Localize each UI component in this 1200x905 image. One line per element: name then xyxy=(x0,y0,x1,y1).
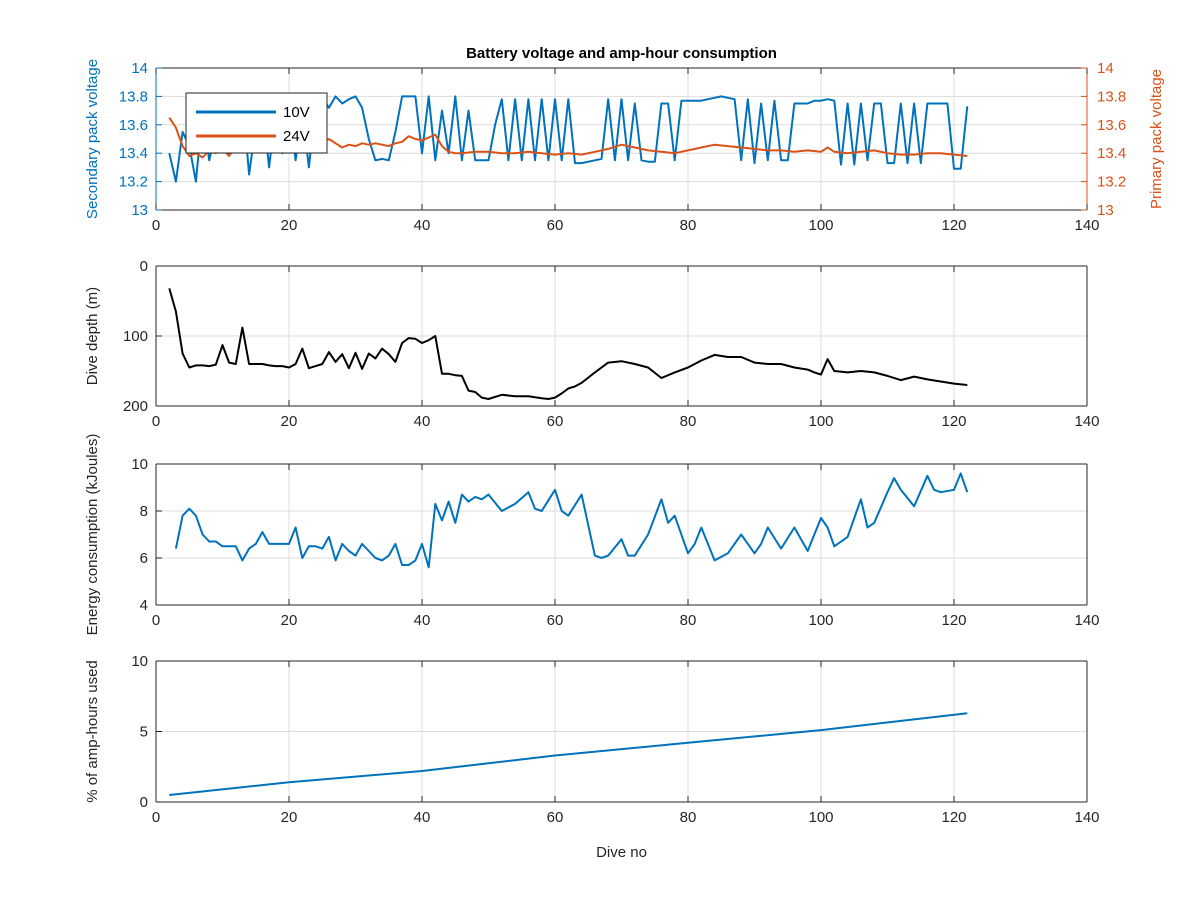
y-tick-label: 0 xyxy=(140,794,148,811)
y2-tick-label: 14 xyxy=(1097,60,1114,77)
y-axis-label: % of amp-hours used xyxy=(84,660,101,803)
y2-tick-label: 13.6 xyxy=(1097,117,1126,134)
x-tick-label: 100 xyxy=(808,217,833,234)
x-tick-label: 60 xyxy=(547,612,564,629)
x-tick-label: 140 xyxy=(1074,413,1099,430)
y-tick-label: 13.8 xyxy=(119,88,148,105)
y-tick-label: 100 xyxy=(123,328,148,345)
x-tick-label: 60 xyxy=(547,217,564,234)
x-tick-label: 120 xyxy=(941,413,966,430)
x-tick-label: 140 xyxy=(1074,217,1099,234)
x-tick-label: 20 xyxy=(281,612,298,629)
y-tick-label: 4 xyxy=(140,597,148,614)
y-tick-label: 13.6 xyxy=(119,117,148,134)
x-tick-label: 20 xyxy=(281,413,298,430)
y2-tick-label: 13 xyxy=(1097,202,1114,219)
x-tick-label: 140 xyxy=(1074,612,1099,629)
x-axis-label: Dive no xyxy=(596,844,647,861)
x-tick-label: 0 xyxy=(152,612,160,629)
legend-label-24v: 24V xyxy=(283,128,310,145)
series-line-3-1 xyxy=(174,472,969,569)
x-tick-label: 80 xyxy=(680,413,697,430)
y-tick-label: 14 xyxy=(131,60,148,77)
y-tick-label: 10 xyxy=(131,653,148,670)
x-tick-label: 0 xyxy=(152,217,160,234)
x-tick-label: 80 xyxy=(680,809,697,826)
plot-area xyxy=(156,464,1087,605)
x-tick-label: 20 xyxy=(281,217,298,234)
x-tick-label: 100 xyxy=(808,612,833,629)
x-tick-label: 120 xyxy=(941,217,966,234)
x-tick-label: 20 xyxy=(281,809,298,826)
legend-box xyxy=(185,92,328,154)
series-line-4-1 xyxy=(169,712,968,796)
y-tick-label: 13.4 xyxy=(119,145,148,162)
panel-3: 0 20 40 60 80 100 120 140 4 6 8 10 Energy consumptio… xyxy=(84,434,1100,636)
x-tick-label: 60 xyxy=(547,809,564,826)
x-tick-label: 100 xyxy=(808,809,833,826)
series-line-2-1 xyxy=(168,288,968,400)
panel-1: 0 20 40 60 80 100 120 1401313.213.413.613.81413… xyxy=(84,45,1165,234)
x-tick-label: 40 xyxy=(414,413,431,430)
y2-axis-label: Primary pack voltage xyxy=(1148,69,1165,209)
panel-2: 0 20 40 60 80 100 120 140 0 100 200 Dive depth (m) xyxy=(84,258,1100,430)
y-axis-label: Dive depth (m) xyxy=(84,287,101,385)
y-tick-label: 8 xyxy=(140,503,148,520)
x-tick-label: 120 xyxy=(941,809,966,826)
y-tick-label: 5 xyxy=(140,724,148,741)
x-tick-label: 0 xyxy=(152,413,160,430)
x-tick-label: 140 xyxy=(1074,809,1099,826)
chart-title: Battery voltage and amp-hour consumption xyxy=(466,45,777,62)
x-tick-label: 60 xyxy=(547,413,564,430)
y-tick-label: 200 xyxy=(123,398,148,415)
y-axis-label: Energy consumption (kJoules) xyxy=(84,434,101,636)
panel-4: 0 20 40 60 80 100 120 140 0 5 10 % of amp-hours use… xyxy=(84,653,1100,861)
x-tick-label: 80 xyxy=(680,612,697,629)
x-tick-label: 40 xyxy=(414,612,431,629)
y2-tick-label: 13.8 xyxy=(1097,88,1126,105)
y-tick-label: 0 xyxy=(140,258,148,275)
y2-tick-label: 13.4 xyxy=(1097,145,1126,162)
x-tick-label: 40 xyxy=(414,809,431,826)
x-tick-label: 120 xyxy=(941,612,966,629)
y-axis-label: Secondary pack voltage xyxy=(84,59,101,219)
x-tick-label: 40 xyxy=(414,217,431,234)
y-tick-label: 6 xyxy=(140,550,148,567)
x-tick-label: 100 xyxy=(808,413,833,430)
legend-label-10v: 10V xyxy=(283,104,310,121)
y-tick-label: 13.2 xyxy=(119,174,148,191)
x-tick-label: 80 xyxy=(680,217,697,234)
y-tick-label: 10 xyxy=(131,456,148,473)
y2-tick-label: 13.2 xyxy=(1097,174,1126,191)
y-tick-label: 13 xyxy=(131,202,148,219)
x-tick-label: 0 xyxy=(152,809,160,826)
